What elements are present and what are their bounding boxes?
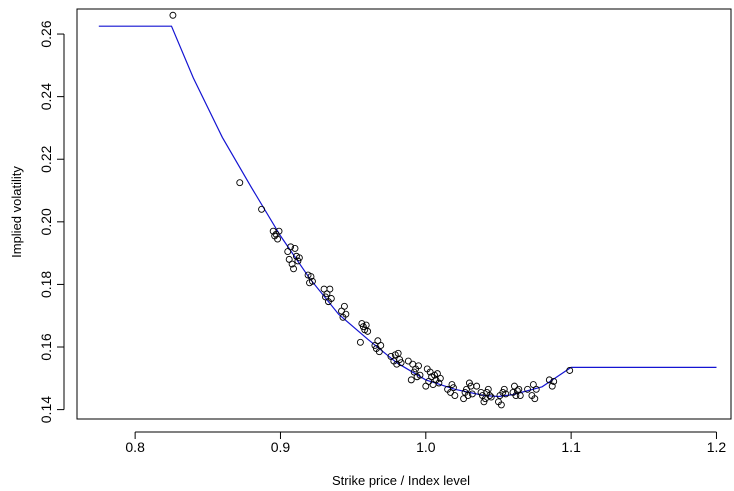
data-point	[566, 367, 574, 374]
x-tick-label: 0.8	[125, 439, 145, 455]
data-point	[291, 244, 299, 252]
data-point	[500, 385, 508, 393]
data-point	[502, 390, 510, 398]
y-axis-label: Implied volatility	[9, 166, 24, 258]
y-tick-label: 0.18	[38, 271, 54, 298]
data-point	[497, 401, 505, 409]
data-point	[464, 392, 472, 399]
fitted-curve-layer	[98, 25, 717, 398]
observed-points-layer	[169, 11, 574, 409]
data-point	[397, 359, 405, 367]
data-point	[435, 379, 443, 387]
x-tick-label: 0.9	[271, 439, 291, 455]
data-point	[512, 392, 520, 399]
data-point	[375, 348, 383, 356]
data-point	[550, 377, 558, 385]
data-point	[169, 11, 177, 19]
y-tick-label: 0.26	[38, 20, 54, 47]
plot-frame	[76, 8, 732, 420]
data-point	[275, 227, 283, 235]
data-point	[484, 385, 492, 393]
data-point	[258, 205, 266, 213]
x-tick-label: 1.2	[707, 439, 727, 455]
data-point	[460, 395, 468, 403]
data-point	[531, 395, 539, 403]
data-point	[340, 302, 348, 310]
data-point	[288, 260, 296, 268]
data-point	[294, 257, 302, 265]
data-point	[465, 379, 473, 387]
data-point	[448, 381, 456, 389]
data-point	[416, 371, 424, 379]
x-tick-label: 1.1	[561, 439, 581, 455]
data-point	[548, 382, 556, 390]
data-point	[308, 277, 316, 285]
data-point	[236, 179, 244, 187]
data-point	[362, 321, 370, 329]
axes-group: 0.8 0.9 1.0 1.1 1.2 0.14 0.16 0.18 0.20 0.22 0.24 0…	[38, 8, 732, 455]
y-tick-label: 0.22	[38, 145, 54, 172]
data-point	[342, 310, 350, 318]
data-point	[364, 327, 372, 335]
y-tick-label: 0.24	[38, 83, 54, 110]
y-tick-label: 0.16	[38, 333, 54, 360]
y-tick-label: 0.20	[38, 208, 54, 235]
data-point	[524, 385, 531, 393]
data-point	[545, 376, 553, 384]
data-point	[396, 356, 404, 363]
data-point	[480, 398, 488, 406]
fitted-volatility-curve	[98, 25, 717, 398]
data-point	[377, 342, 385, 349]
data-point	[307, 273, 315, 281]
data-point	[358, 320, 366, 327]
data-point	[326, 285, 334, 293]
data-point	[327, 295, 335, 302]
data-point	[451, 392, 459, 399]
data-point	[515, 385, 523, 393]
data-point	[449, 384, 457, 392]
data-point	[295, 254, 303, 262]
data-point	[473, 382, 481, 390]
data-point	[468, 390, 476, 398]
data-point	[407, 376, 415, 384]
data-point	[356, 338, 364, 346]
data-point	[290, 265, 297, 273]
data-point	[404, 357, 412, 365]
data-point	[486, 392, 494, 399]
data-point	[532, 385, 540, 393]
data-point	[274, 235, 282, 243]
data-point	[436, 374, 444, 382]
x-tick-label: 1.0	[416, 439, 436, 455]
data-point	[516, 392, 524, 399]
data-point	[287, 243, 295, 251]
data-point	[394, 349, 402, 357]
data-point	[415, 362, 422, 370]
data-point	[487, 393, 495, 401]
x-axis-label: Strike price / Index level	[332, 473, 470, 488]
y-tick-label: 0.14	[38, 396, 54, 423]
